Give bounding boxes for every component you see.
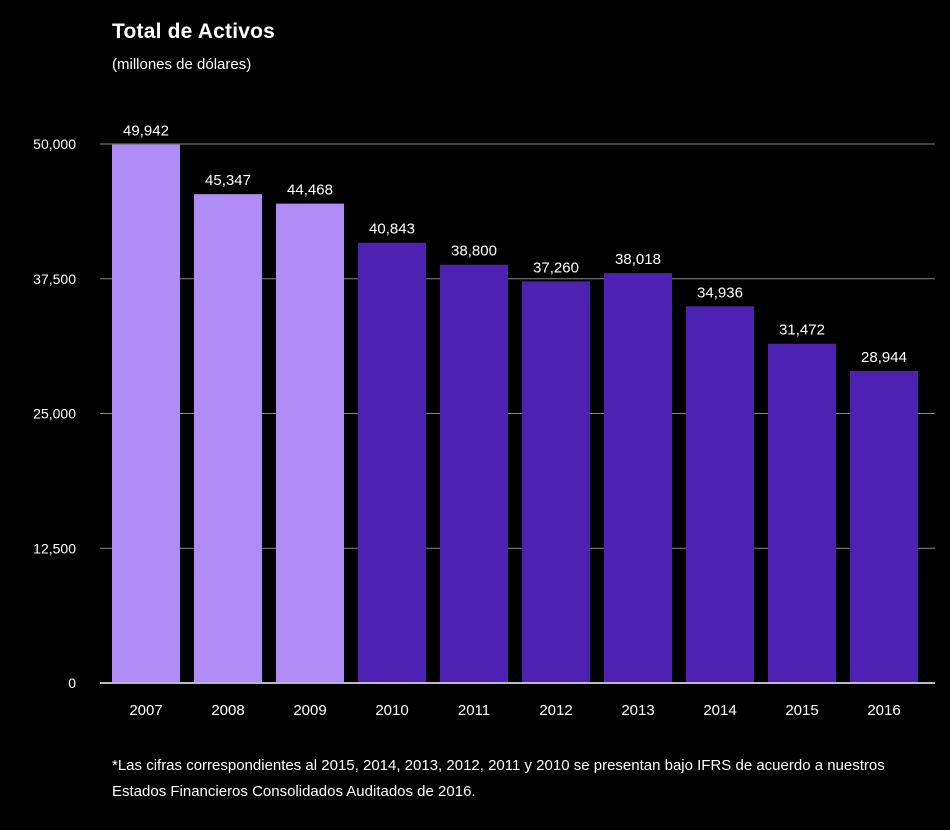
- x-tick-label: 2014: [703, 702, 736, 719]
- bar-value-label: 38,018: [615, 251, 661, 268]
- x-tick-label: 2016: [867, 702, 900, 719]
- bar: [604, 273, 672, 683]
- bar-value-label: 28,944: [861, 349, 907, 366]
- x-tick-label: 2010: [375, 702, 408, 719]
- y-tick-label: 37,500: [33, 271, 76, 287]
- bar: [522, 281, 590, 683]
- bar-value-label: 37,260: [533, 259, 579, 276]
- bar-value-label: 44,468: [287, 182, 333, 199]
- bar: [686, 306, 754, 683]
- x-tick-label: 2012: [539, 702, 572, 719]
- x-tick-label: 2009: [293, 702, 326, 719]
- bar-value-label: 45,347: [205, 172, 251, 189]
- bar: [440, 264, 508, 683]
- x-tick-label: 2007: [129, 702, 162, 719]
- footnote: *Las cifras correspondientes al 2015, 20…: [112, 757, 885, 800]
- x-axis-ticks: 2007 2008 2009 2010 2011 2012 2013 2014 2015 2016: [129, 702, 900, 719]
- bar-value-label: 38,800: [451, 243, 497, 260]
- x-tick-label: 2015: [785, 702, 818, 719]
- y-axis-ticks: 0 12,500 25,000 37,500 50,000: [33, 136, 76, 691]
- bar-value-label: 40,843: [369, 221, 415, 238]
- bar: [112, 144, 180, 683]
- chart-subtitle: (millones de dólares): [112, 56, 252, 73]
- bar: [768, 343, 836, 683]
- y-tick-label: 12,500: [33, 540, 76, 556]
- bar: [850, 370, 918, 683]
- y-tick-label: 0: [68, 675, 76, 691]
- bar-value-label: 49,942: [123, 123, 169, 140]
- y-tick-label: 50,000: [33, 136, 76, 152]
- data-labels: 49,942 45,347 44,468 40,843 38,800 37,260 38,0…: [123, 123, 907, 366]
- bar-value-label: 34,936: [697, 284, 743, 301]
- bars: [112, 144, 918, 684]
- bar-value-label: 31,472: [779, 322, 825, 339]
- x-tick-label: 2013: [621, 702, 654, 719]
- bar-chart: 0 12,500 25,000 37,500 50,000 49,942 45,347 44…: [33, 123, 935, 719]
- x-tick-label: 2011: [458, 702, 490, 719]
- x-tick-label: 2008: [211, 702, 244, 719]
- bar: [358, 242, 426, 683]
- y-tick-label: 25,000: [33, 406, 76, 422]
- bar: [276, 203, 344, 684]
- bar: [194, 194, 262, 683]
- chart-title: Total de Activos: [112, 20, 276, 43]
